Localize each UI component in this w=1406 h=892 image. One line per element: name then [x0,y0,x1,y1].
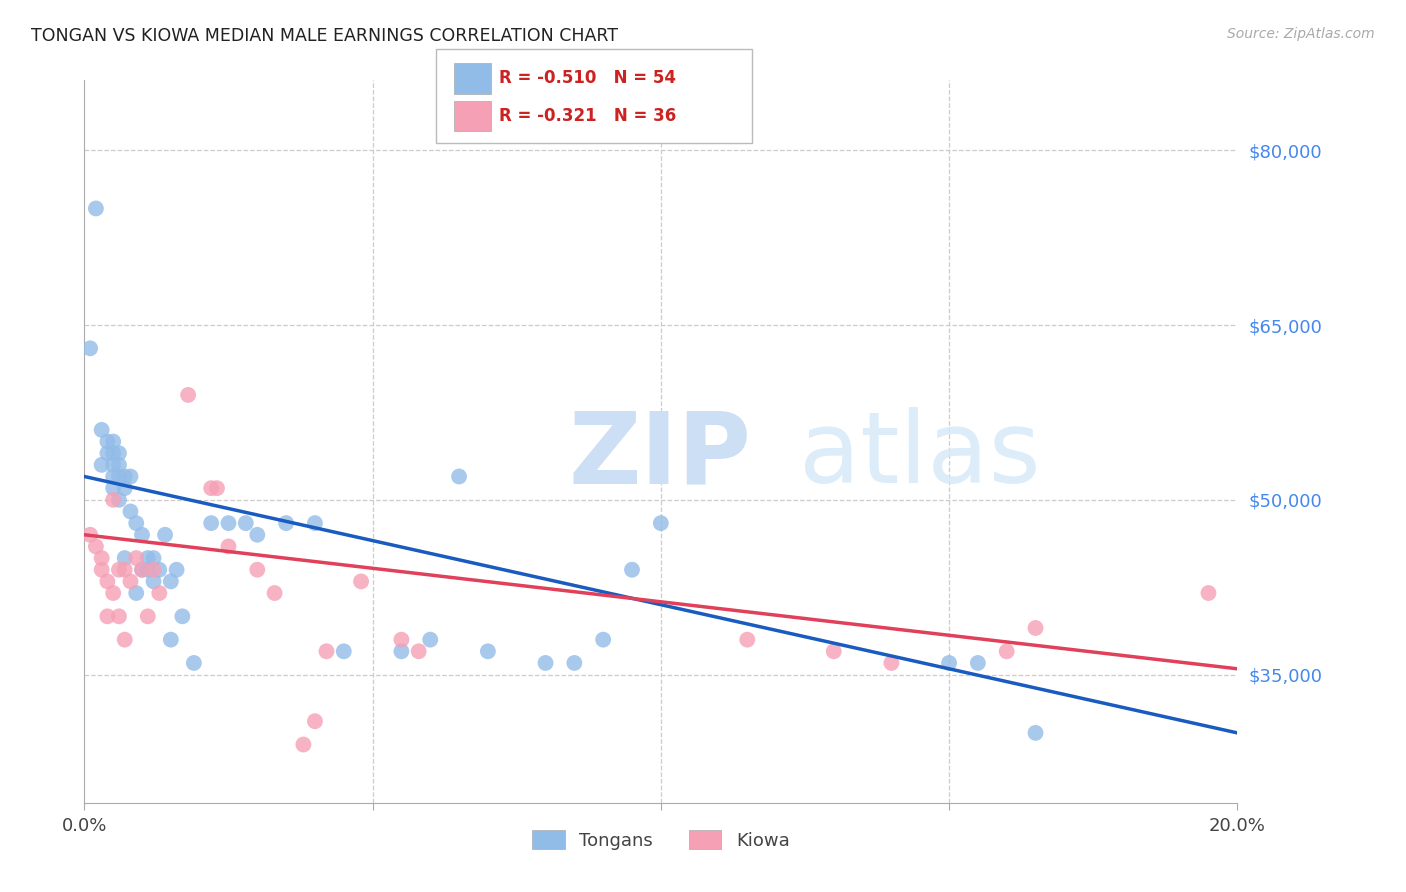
Point [160,632,183,647]
Point [1198,586,1220,600]
Point [90,563,112,577]
Point [120,504,142,518]
Point [142,551,165,566]
Point [166,563,188,577]
Point [120,574,142,589]
Point [880,656,903,670]
Point [103,492,124,507]
Point [304,516,326,530]
Point [108,469,131,483]
Point [172,609,194,624]
Point [103,434,124,449]
Point [534,656,557,670]
Point [160,574,183,589]
Point [304,714,326,729]
Point [84,540,107,554]
Point [391,644,413,658]
Point [408,644,430,658]
Point [823,644,845,658]
Point [114,481,136,495]
Point [108,446,131,460]
Point [96,434,118,449]
Point [235,516,257,530]
Point [177,388,200,402]
Point [276,516,298,530]
Point [79,528,101,542]
Point [125,516,148,530]
Point [592,632,614,647]
Point [108,609,131,624]
Point [938,656,960,670]
Point [142,574,165,589]
Point [967,656,990,670]
Legend: Tongans, Kiowa: Tongans, Kiowa [523,822,799,859]
Point [200,516,222,530]
Point [148,586,170,600]
Point [131,528,153,542]
Text: atlas: atlas [799,408,1040,505]
Point [114,551,136,566]
Point [96,609,118,624]
Text: TONGAN VS KIOWA MEDIAN MALE EARNINGS CORRELATION CHART: TONGAN VS KIOWA MEDIAN MALE EARNINGS COR… [31,27,617,45]
Text: ZIP: ZIP [568,408,751,505]
Point [205,481,228,495]
Point [131,563,153,577]
Point [79,341,101,355]
Point [90,551,112,566]
Text: R = -0.321   N = 36: R = -0.321 N = 36 [499,107,676,125]
Point [218,540,240,554]
Text: R = -0.510   N = 54: R = -0.510 N = 54 [499,70,676,87]
Point [1025,621,1047,635]
Point [103,458,124,472]
Point [125,586,148,600]
Point [419,632,441,647]
Point [114,469,136,483]
Point [136,551,159,566]
Point [218,516,240,530]
Point [103,586,124,600]
Point [246,563,269,577]
Point [136,563,159,577]
Point [96,574,118,589]
Point [350,574,373,589]
Point [114,632,136,647]
Point [108,458,131,472]
Point [315,644,337,658]
Point [995,644,1018,658]
Point [131,563,153,577]
Point [621,563,644,577]
Point [737,632,759,647]
Point [136,609,159,624]
Point [333,644,356,658]
Point [200,481,222,495]
Point [114,563,136,577]
Point [96,446,118,460]
Point [142,563,165,577]
Point [153,528,176,542]
Point [477,644,499,658]
Point [246,528,269,542]
Point [120,469,142,483]
Point [292,738,315,752]
Point [564,656,586,670]
Point [103,469,124,483]
Point [125,551,148,566]
Point [650,516,672,530]
Point [148,563,170,577]
Point [84,202,107,216]
Point [108,492,131,507]
Point [1025,726,1047,740]
Point [90,458,112,472]
Point [90,423,112,437]
Point [391,632,413,647]
Point [263,586,285,600]
Point [103,481,124,495]
Point [103,446,124,460]
Point [183,656,205,670]
Text: Source: ZipAtlas.com: Source: ZipAtlas.com [1227,27,1375,41]
Point [449,469,471,483]
Point [108,563,131,577]
